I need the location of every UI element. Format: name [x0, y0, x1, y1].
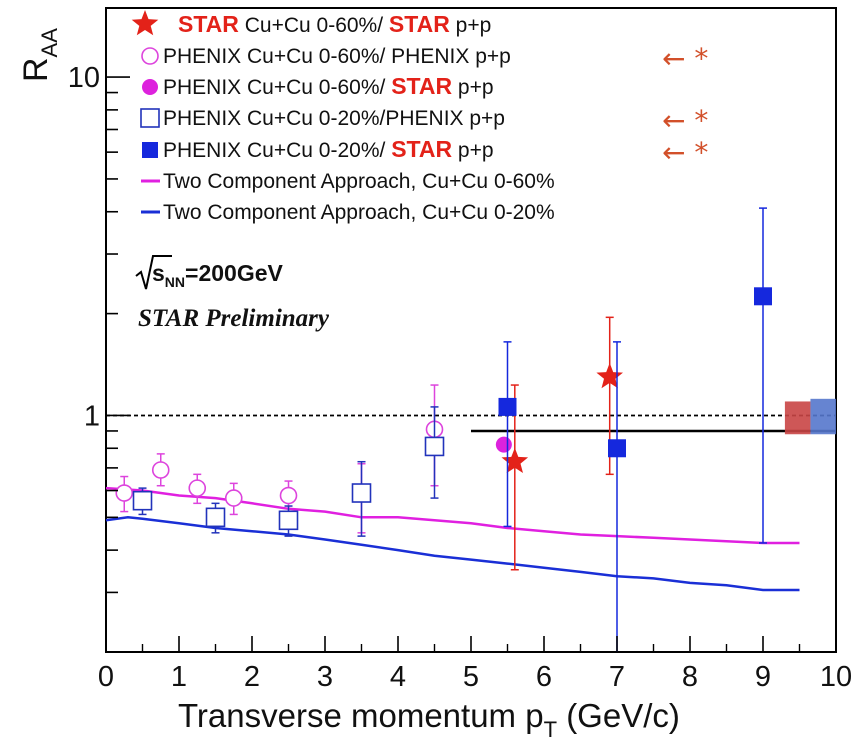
x-tick-label: 1	[171, 661, 187, 693]
normalization-boxes	[784, 398, 836, 435]
legend-label-5: Two Component Approach, Cu+Cu 0-60%	[163, 170, 555, 193]
legend-marker-3	[140, 108, 160, 128]
legend-arrow-marker-1: ← *	[662, 42, 708, 75]
legend-label-part-3-0: PHENIX Cu+Cu 0-20%/PHENIX p+p	[163, 107, 505, 130]
y-axis-label: RAA	[17, 28, 62, 82]
data-point-4-1	[608, 439, 626, 458]
x-tick-label: 10	[820, 661, 852, 693]
data-point-0-1	[596, 362, 623, 389]
data-point-3-0	[132, 490, 153, 511]
data-point-0-0	[501, 447, 529, 473]
data-point-3-2	[278, 510, 299, 531]
model-curves	[105, 486, 800, 592]
x-tick-label: 5	[463, 661, 479, 693]
legend-label-part-2-1: STAR	[391, 73, 452, 99]
x-tick-label: 6	[536, 661, 552, 693]
legend-label-6: Two Component Approach, Cu+Cu 0-20%	[163, 201, 555, 224]
data-point-4-2	[754, 287, 772, 306]
x-tick-label: 2	[244, 661, 260, 693]
sqrt-symbol	[135, 255, 172, 290]
legend-marker-2	[142, 79, 158, 95]
x-tick-label: 3	[317, 661, 333, 693]
x-tick-label: 9	[755, 661, 771, 693]
legend-label-2: PHENIX Cu+Cu 0-60%/ STAR p+p	[163, 73, 494, 99]
svg-text:sNN=200GeV: sNN=200GeV	[152, 260, 284, 290]
x-axis-label-unit: (GeV/c)	[566, 697, 680, 734]
legend-marker-4	[142, 142, 158, 158]
energy-value: =200GeV	[185, 260, 283, 286]
legend-label-3: PHENIX Cu+Cu 0-20%/PHENIX p+p	[163, 107, 505, 130]
y-axis-label-main: R	[17, 57, 55, 82]
norm-box-0	[784, 401, 811, 435]
y-axis-label-sub: AA	[37, 28, 62, 58]
legend-label-0: STAR Cu+Cu 0-60%/ STAR p+p	[178, 11, 491, 37]
legend-label-part-0-1: Cu+Cu 0-60%/	[239, 14, 389, 37]
x-axis-label-main: Transverse momentum p	[178, 697, 544, 734]
x-tick-label: 0	[98, 661, 114, 693]
x-tick-label: 4	[390, 661, 406, 693]
y-tick-label: 10	[68, 62, 100, 94]
norm-box-1	[810, 398, 836, 435]
legend-label-part-2-2: p+p	[452, 76, 493, 99]
data-point-1-2	[188, 479, 207, 497]
data-point-2-0	[495, 436, 512, 453]
legend-label-part-0-0: STAR	[178, 11, 239, 37]
data-points	[115, 207, 772, 652]
data-point-3-1	[205, 507, 226, 528]
energy-label: sNN=200GeV	[135, 255, 284, 290]
data-point-1-4	[279, 486, 298, 505]
legend-label-part-2-0: PHENIX Cu+Cu 0-60%/	[163, 76, 391, 99]
data-point-1-1	[151, 461, 170, 479]
reference-lines	[106, 414, 836, 433]
model-curve-1	[105, 516, 800, 592]
data-point-4-0	[498, 397, 517, 416]
y-tick-label: 1	[84, 400, 100, 432]
legend-label-part-4-1: STAR	[391, 136, 452, 162]
data-point-3-3	[351, 483, 372, 503]
energy-sub: NN	[165, 274, 185, 290]
x-axis-label: Transverse momentum pT (GeV/c)	[178, 697, 680, 742]
energy-s: s	[152, 260, 165, 286]
legend-label-part-0-3: p+p	[450, 14, 491, 37]
legend-label-part-0-2: STAR	[389, 11, 450, 37]
legend-label-part-5-0: Two Component Approach, Cu+Cu 0-60%	[163, 170, 555, 193]
legend-label-part-4-2: p+p	[452, 139, 493, 162]
legend-label-4: PHENIX Cu+Cu 0-20%/ STAR p+p	[163, 136, 494, 162]
legend-marker-1	[141, 47, 159, 65]
legend-label-1: PHENIX Cu+Cu 0-60%/ PHENIX p+p	[163, 45, 511, 68]
legend-label-part-4-0: PHENIX Cu+Cu 0-20%/	[163, 139, 391, 162]
data-point-1-3	[224, 489, 243, 507]
legend-label-part-6-0: Two Component Approach, Cu+Cu 0-20%	[163, 201, 555, 224]
axis-ticks: 0 1 2 3 4 5 6 7 8 9 10 1 10	[68, 62, 852, 693]
model-curve-0	[105, 486, 800, 545]
preliminary-label: STAR Preliminary	[138, 305, 330, 332]
legend-marker-0	[131, 10, 159, 36]
x-axis-label-sub: T	[544, 717, 557, 742]
x-tick-label: 8	[682, 661, 698, 693]
data-point-3-4	[424, 436, 445, 457]
x-tick-label: 7	[609, 661, 625, 693]
legend-arrow-marker-3: ← *	[662, 104, 708, 137]
data-point-1-0	[115, 484, 134, 502]
legend-label-part-1-0: PHENIX Cu+Cu 0-60%/ PHENIX p+p	[163, 45, 511, 68]
legend-arrow-marker-4: ← *	[662, 136, 708, 169]
